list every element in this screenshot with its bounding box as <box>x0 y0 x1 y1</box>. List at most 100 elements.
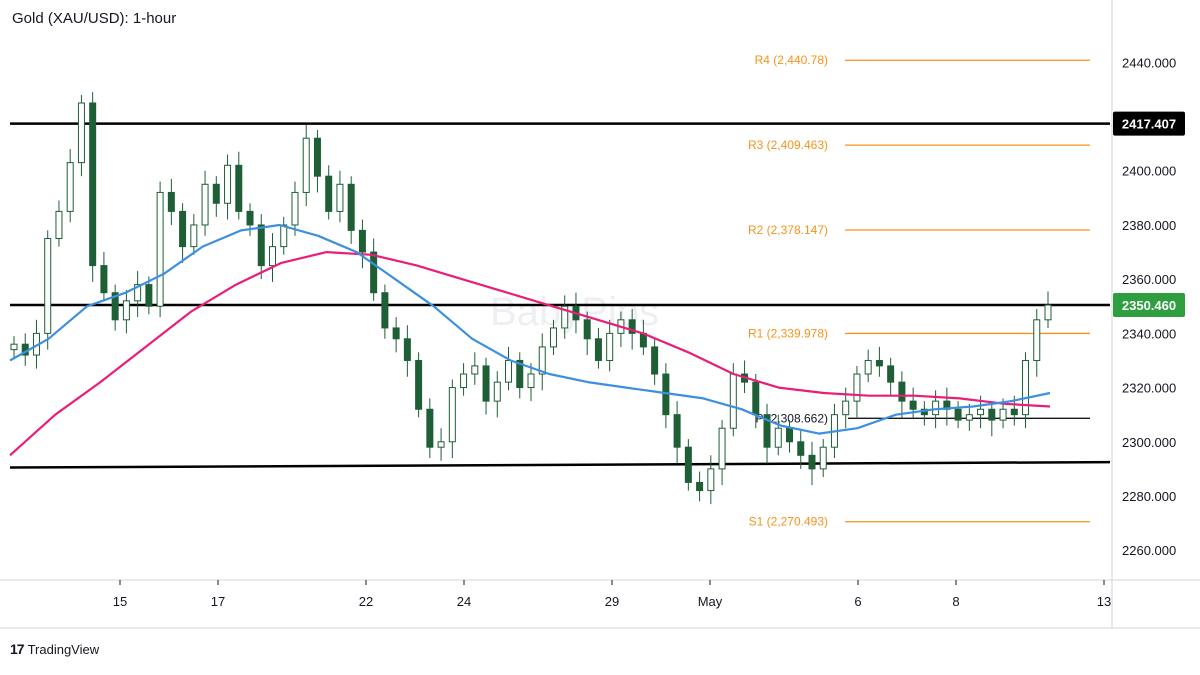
candle-body <box>718 427 726 470</box>
candle-body <box>561 305 569 329</box>
candle-body <box>1022 359 1030 416</box>
candle-body <box>156 191 164 307</box>
candle-body <box>673 414 681 448</box>
candle-body <box>527 373 535 389</box>
candle-body <box>628 319 636 334</box>
y-tick-label: 2360.000 <box>1122 272 1176 287</box>
candle-body <box>370 251 378 294</box>
candle-body <box>965 414 973 421</box>
candle-body <box>246 210 254 226</box>
candle-body <box>10 343 18 351</box>
candle-body <box>302 137 310 193</box>
price-badge <box>1113 293 1185 318</box>
price-badge-label: 2417.407 <box>1122 117 1176 132</box>
candle-body <box>415 359 423 410</box>
candle-body <box>212 183 220 204</box>
candle-body <box>448 387 456 443</box>
candle-body <box>77 102 85 164</box>
price-badge <box>1113 111 1185 136</box>
candle-body <box>797 441 805 456</box>
x-tick-label: 15 <box>113 594 127 609</box>
pivot-level-label: R2 (2,378.147) <box>748 223 828 237</box>
candle-body <box>471 365 479 375</box>
candle-body <box>696 481 704 492</box>
x-tick-label: 29 <box>605 594 619 609</box>
candle-body <box>482 365 490 402</box>
candle-body <box>437 441 445 448</box>
x-tick-label: 8 <box>952 594 959 609</box>
candle-body <box>1010 408 1018 416</box>
candle-body <box>684 446 692 483</box>
candle-body <box>932 400 940 416</box>
candle-body <box>313 137 321 177</box>
candle-body <box>808 454 816 470</box>
x-tick-label: May <box>698 594 723 609</box>
candle-body <box>583 319 591 340</box>
tradingview-brand[interactable]: 17 TradingView <box>10 641 99 657</box>
candle-body <box>786 427 793 443</box>
candles-layer <box>10 92 1052 505</box>
candle-body <box>336 183 344 212</box>
candle-body <box>549 327 557 348</box>
candle-body <box>707 468 715 492</box>
candle-body <box>752 381 760 416</box>
candle-body <box>594 338 602 361</box>
candle-body <box>954 408 962 421</box>
pivot-level-label: R3 (2,409.463) <box>748 138 828 152</box>
candle-body <box>909 400 917 410</box>
y-tick-label: 2280.000 <box>1122 489 1176 504</box>
candle-body <box>426 408 434 448</box>
candle-body <box>842 400 850 416</box>
candle-body <box>1044 304 1052 321</box>
ema-layer <box>9 223 1051 457</box>
candle-body <box>55 210 63 240</box>
tradingview-logo-icon: 17 <box>10 641 25 657</box>
candle-body <box>819 446 827 470</box>
candle-body <box>134 284 142 302</box>
x-tick-label: 22 <box>359 594 373 609</box>
y-tick-label: 2440.000 <box>1122 55 1176 70</box>
candle-body <box>538 346 546 375</box>
ema-slow-line <box>9 251 1051 457</box>
candle-body <box>898 381 906 402</box>
candle-body <box>280 224 288 248</box>
candle-body <box>122 300 130 321</box>
x-tick-label: 24 <box>457 594 471 609</box>
y-tick-label: 2400.000 <box>1122 164 1176 179</box>
candle-body <box>358 229 366 253</box>
y-tick-label: 2320.000 <box>1122 381 1176 396</box>
x-tick-label: 17 <box>211 594 225 609</box>
ema-fast-line <box>9 223 1051 435</box>
candle-body <box>493 381 501 402</box>
candle-body <box>774 427 782 448</box>
pivot-level-label: R1 (2,339.978) <box>748 326 828 340</box>
candle-body <box>111 292 119 321</box>
x-tick-label: 13 <box>1097 594 1111 609</box>
candle-body <box>1033 319 1041 361</box>
candle-body <box>269 246 276 267</box>
candle-body <box>381 292 389 329</box>
candle-body <box>999 408 1007 421</box>
candle-body <box>606 332 614 361</box>
candle-body <box>505 359 513 383</box>
y-tick-label: 2300.000 <box>1122 435 1176 450</box>
candle-body <box>392 327 400 340</box>
candle-body <box>875 359 883 367</box>
candle-body <box>460 373 468 389</box>
candle-body <box>257 224 265 267</box>
y-tick-label: 2260.000 <box>1122 543 1176 558</box>
candle-body <box>100 265 108 294</box>
candle-body <box>864 359 872 375</box>
candle-body <box>190 224 198 248</box>
support-trendline <box>9 460 1111 469</box>
levels-layer: R4 (2,440.78) R3 (2,409.463) R2 (2,378.147… <box>9 53 1111 529</box>
tradingview-label: TradingView <box>27 641 100 657</box>
pivot-level-label: S1 (2,270.493) <box>749 515 828 529</box>
candle-body <box>179 210 187 248</box>
candle-body <box>651 346 659 375</box>
chart-title: Gold (XAU/USD): 1-hour <box>12 10 177 27</box>
y-tick-label: 2340.000 <box>1122 326 1176 341</box>
axis-layer: 2260.000 2280.000 2300.000 2320.000 2340.000… <box>113 55 1185 609</box>
